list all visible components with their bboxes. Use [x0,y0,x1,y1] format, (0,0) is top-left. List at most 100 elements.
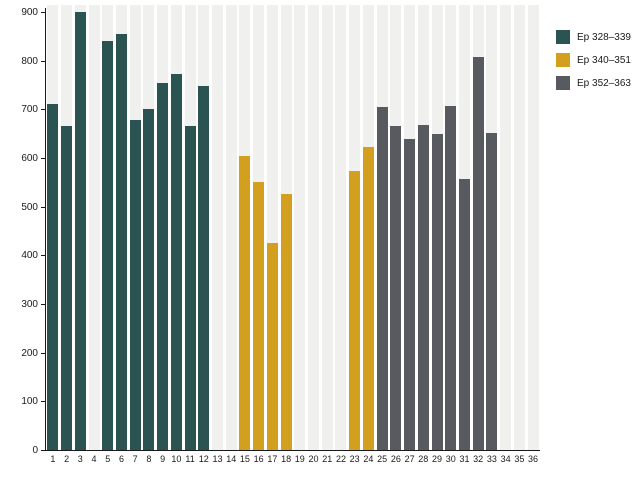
bar [472,57,484,450]
y-axis-tick-label: 700 [21,104,38,116]
bar [390,126,402,450]
x-axis-label: 11 [185,454,195,464]
slot-band [225,5,237,450]
bar [458,179,470,450]
legend-swatch [556,53,570,67]
bar [47,104,59,450]
slot-band [500,5,512,450]
bar [445,106,457,450]
y-axis-tick [41,158,45,159]
legend-item: Ep 328–339 [556,30,631,44]
bar [376,107,388,450]
x-axis-label: 35 [514,454,525,464]
y-axis-tick-label: 0 [32,445,38,456]
x-axis-label: 21 [322,454,333,464]
legend-label: Ep 328–339 [577,31,631,43]
x-axis-label: 16 [253,454,264,464]
x-axis-label: 19 [294,454,305,464]
y-axis-tick [41,12,45,13]
bar [266,243,278,450]
x-axis-label: 15 [239,454,250,464]
y-axis-tick [41,304,45,305]
legend: Ep 328–339 Ep 340–351 Ep 352–363 [556,30,631,90]
bar [486,133,498,450]
x-axis-label: 24 [363,454,374,464]
legend-item: Ep 352–363 [556,76,631,90]
x-axis-label: 28 [418,454,429,464]
slot-band [513,5,525,450]
x-axis-label: 5 [105,454,111,464]
y-axis-line [45,8,46,451]
bar [349,171,361,450]
x-axis-label: 32 [473,454,484,464]
x-axis-label: 8 [146,454,152,464]
y-axis-tick [41,401,45,403]
x-axis-label: 18 [281,454,292,464]
slot-band [335,5,347,450]
x-axis-label: 29 [432,454,443,464]
bar [239,155,251,450]
bar [129,120,141,450]
x-axis-label: 36 [528,454,539,464]
legend-item: Ep 340–351 [556,53,631,67]
bar [102,41,114,450]
x-axis-label: 17 [267,454,278,464]
x-axis-label: 12 [198,454,209,464]
y-axis-tick-label: 100 [21,396,38,408]
x-axis-label: 6 [118,454,124,464]
bar [280,194,292,450]
bar [74,12,86,450]
y-axis-tick [41,255,45,257]
bar [143,109,155,450]
slot-band [294,5,306,450]
x-axis-label: 34 [500,454,511,464]
x-axis-line [45,450,540,451]
bar [157,83,169,450]
x-axis-label: 25 [377,454,388,464]
x-axis-label: 30 [445,454,456,464]
bar [184,126,196,450]
x-axis-label: 27 [404,454,415,464]
x-axis-label: 9 [160,454,166,464]
x-axis-label: 7 [132,454,138,464]
y-axis-tick [41,109,45,111]
slot-band [308,5,320,450]
x-axis-label: 33 [486,454,497,464]
y-axis-tick-label: 300 [21,299,38,310]
bar [362,146,374,450]
bar [115,33,127,450]
x-axis-label: 2 [64,454,70,464]
y-axis-tick [41,206,45,208]
legend-swatch [556,30,570,44]
x-axis-label: 23 [349,454,360,464]
legend-label: Ep 340–351 [577,54,631,66]
y-axis-tick-label: 800 [21,55,38,67]
bar [61,126,73,450]
bar [170,74,182,450]
y-axis-tick-label: 200 [21,347,38,359]
y-axis-tick-label: 900 [21,7,38,18]
x-axis-label: 26 [390,454,401,464]
x-axis-label: 14 [226,454,237,464]
bar [404,138,416,450]
bar [253,182,265,450]
slot-band [266,5,278,450]
x-axis-label: 13 [212,454,223,464]
x-axis-label: 31 [459,454,470,464]
x-axis-label: 4 [91,454,97,464]
slot-band [321,5,333,450]
x-axis-label: 1 [50,454,56,464]
slot-band [212,5,223,450]
legend-swatch [556,76,570,90]
bar [417,124,429,450]
y-axis-tick [41,60,45,62]
y-axis-tick [41,352,45,354]
slot-band [88,5,100,450]
y-axis-tick-label: 400 [21,250,38,262]
x-axis-label: 10 [171,454,182,464]
slot-band [527,5,539,450]
x-axis-label: 3 [77,454,83,464]
bar [198,85,210,450]
